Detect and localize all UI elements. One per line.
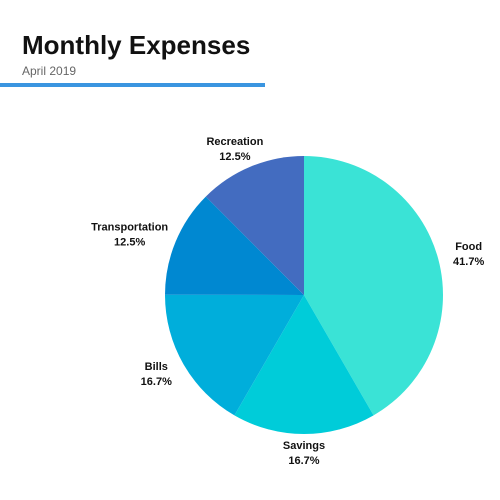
chart-title: Monthly Expenses xyxy=(22,30,250,60)
slice-label: Savings xyxy=(283,440,325,452)
slice-value-label: 16.7% xyxy=(288,455,319,467)
pie-slice xyxy=(165,294,304,416)
pie-slice xyxy=(234,295,374,434)
slice-value-label: 41.7% xyxy=(453,256,484,268)
slice-value-label: 12.5% xyxy=(114,236,145,248)
pie-slice xyxy=(304,156,444,416)
title-underline xyxy=(0,83,265,87)
slice-label: Recreation xyxy=(206,136,263,148)
slice-value-label: 12.5% xyxy=(219,151,250,163)
slice-label: Bills xyxy=(145,361,168,373)
chart-subtitle: April 2019 xyxy=(22,64,76,78)
slice-value-label: 16.7% xyxy=(141,376,172,388)
pie-slice xyxy=(165,196,304,295)
slice-label: Food xyxy=(455,241,482,253)
pie-slice xyxy=(205,156,304,295)
slice-label: Transportation xyxy=(91,221,168,233)
